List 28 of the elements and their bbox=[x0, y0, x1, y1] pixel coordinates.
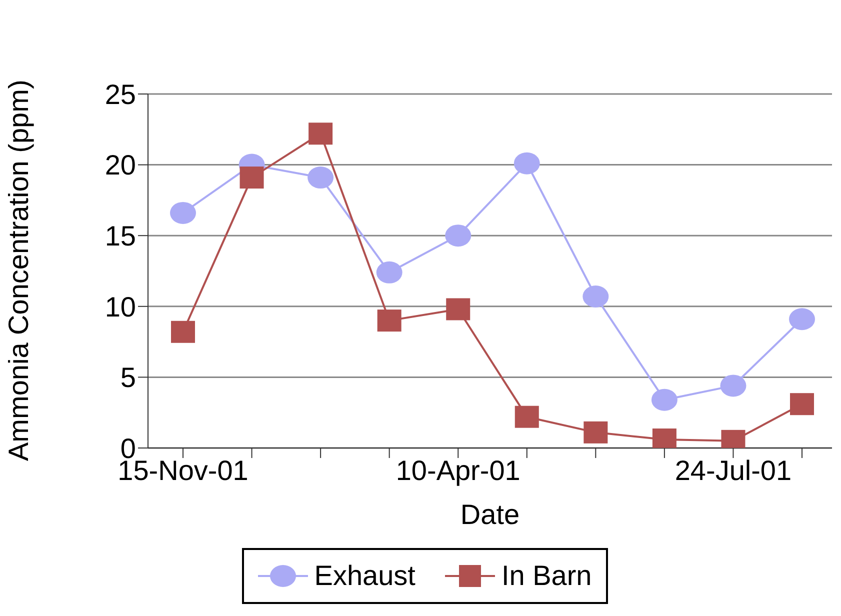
point bbox=[240, 166, 264, 189]
y-tick-label: 20 bbox=[104, 150, 136, 181]
point bbox=[376, 261, 402, 284]
y-tick-label: 15 bbox=[104, 220, 136, 252]
point bbox=[171, 320, 195, 343]
point bbox=[514, 406, 539, 428]
point bbox=[377, 310, 402, 332]
point bbox=[170, 202, 196, 224]
point bbox=[584, 421, 608, 444]
point bbox=[308, 166, 334, 189]
x-axis-title: Date bbox=[460, 499, 520, 530]
legend-label: In Barn bbox=[501, 560, 592, 592]
y-tick-label: 10 bbox=[104, 291, 136, 322]
point bbox=[308, 122, 333, 145]
legend-label: Exhaust bbox=[314, 560, 416, 592]
point bbox=[651, 388, 678, 411]
point bbox=[720, 374, 746, 397]
x-tick-label: 24-Jul-01 bbox=[674, 454, 792, 486]
y-axis-title: Ammonia Concentration (ppm) bbox=[2, 80, 34, 461]
point bbox=[789, 308, 815, 330]
x-tick-label: 10-Apr-01 bbox=[396, 454, 520, 486]
y-tick-label: 5 bbox=[120, 362, 136, 394]
point bbox=[790, 393, 814, 416]
point bbox=[445, 224, 472, 247]
point bbox=[514, 152, 540, 174]
point bbox=[446, 298, 470, 320]
point bbox=[582, 285, 609, 308]
y-tick-label: 25 bbox=[104, 78, 136, 110]
